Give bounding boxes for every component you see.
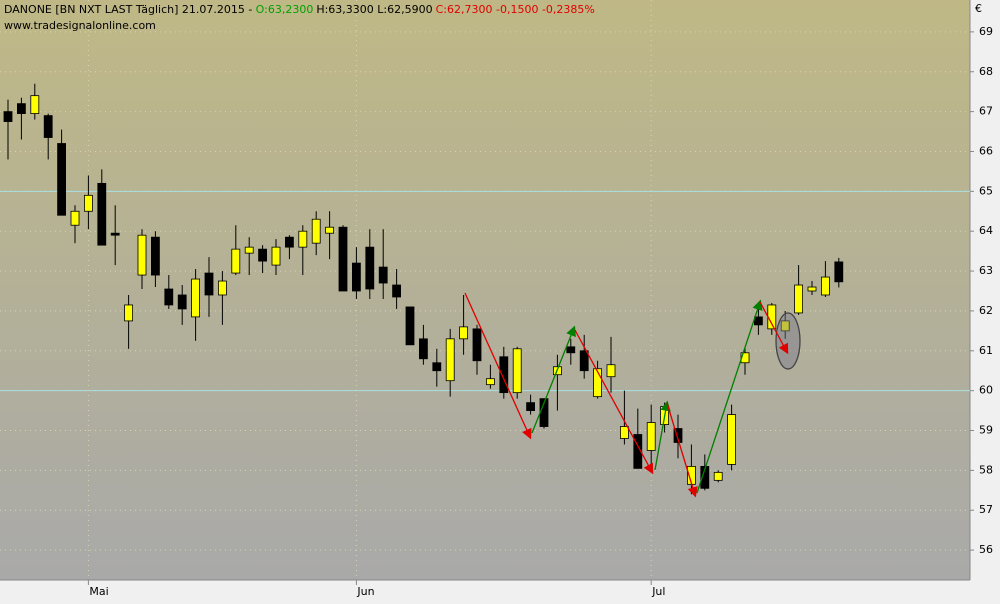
candle-body bbox=[43, 115, 53, 138]
candle-body bbox=[834, 261, 844, 283]
y-tick-label: 66 bbox=[979, 144, 993, 157]
y-tick-label: 65 bbox=[979, 184, 993, 197]
candle-body bbox=[84, 194, 93, 212]
candle-body bbox=[566, 346, 576, 354]
candle-body bbox=[445, 338, 455, 382]
candle-body bbox=[150, 236, 160, 276]
candle-body bbox=[754, 316, 763, 326]
y-tick-label: 56 bbox=[979, 543, 993, 556]
candle-body bbox=[807, 286, 817, 292]
candle-body bbox=[579, 350, 589, 372]
y-tick-label: 67 bbox=[979, 105, 993, 118]
candle-body bbox=[459, 326, 469, 340]
candle-body bbox=[606, 364, 616, 378]
candle-body bbox=[137, 234, 147, 276]
x-tick-label: Jul bbox=[651, 585, 665, 598]
candle-body bbox=[620, 426, 629, 439]
x-tick-label: Jun bbox=[356, 585, 374, 598]
candle-body bbox=[124, 304, 133, 322]
y-tick-label: 68 bbox=[979, 65, 993, 78]
candle-body bbox=[191, 278, 201, 318]
candle-body bbox=[646, 422, 656, 451]
candle-body bbox=[177, 294, 187, 310]
candle-body bbox=[3, 111, 13, 122]
y-tick-label: 60 bbox=[979, 384, 993, 397]
candle-body bbox=[298, 230, 308, 248]
header-part: C:62,7300 -0,1500 -0,2385% bbox=[436, 3, 595, 16]
source: www.tradesignalonline.com bbox=[4, 19, 156, 32]
candle-body bbox=[338, 226, 348, 292]
candle-body bbox=[512, 348, 522, 394]
candle-body bbox=[673, 428, 683, 443]
trend-arrow bbox=[759, 301, 789, 355]
y-tick-label: 63 bbox=[979, 264, 993, 277]
candle-body bbox=[110, 232, 120, 236]
candle-body bbox=[432, 362, 442, 372]
candle-body bbox=[217, 280, 227, 296]
trend-arrow bbox=[666, 402, 698, 498]
candle-body bbox=[325, 226, 335, 234]
candle-body bbox=[351, 262, 361, 292]
candle-body bbox=[271, 246, 281, 266]
y-tick-label: 69 bbox=[979, 25, 993, 38]
candle-body bbox=[485, 378, 495, 386]
candle-body bbox=[378, 266, 388, 284]
candle-body bbox=[97, 182, 107, 246]
candle-body bbox=[821, 276, 830, 296]
candle-body bbox=[204, 272, 214, 296]
candle-body bbox=[16, 103, 26, 115]
candle-body bbox=[418, 338, 428, 360]
candle-body bbox=[780, 320, 790, 332]
trend-arrow bbox=[654, 400, 671, 471]
candle-body bbox=[311, 218, 321, 244]
candle-body bbox=[392, 284, 402, 298]
candle-body bbox=[633, 434, 643, 469]
trend-arrow bbox=[696, 299, 763, 494]
candle-body bbox=[700, 465, 710, 489]
trend-arrow bbox=[574, 329, 654, 475]
candle-body bbox=[164, 288, 174, 306]
annotations bbox=[464, 292, 801, 498]
candle-body bbox=[472, 328, 482, 362]
candle-body bbox=[405, 306, 415, 346]
unit-label: € bbox=[975, 2, 982, 15]
candle-body bbox=[30, 95, 40, 115]
trend-arrow bbox=[531, 325, 576, 434]
highlight-ellipse bbox=[775, 312, 801, 370]
y-tick-label: 57 bbox=[979, 503, 993, 516]
candle-body bbox=[244, 246, 254, 254]
candle-body bbox=[767, 304, 777, 330]
candle-body bbox=[231, 248, 241, 274]
x-tick-label: Mai bbox=[89, 585, 108, 598]
candle-body bbox=[499, 356, 509, 394]
y-tick-label: 58 bbox=[979, 463, 993, 476]
trend-arrow bbox=[464, 292, 532, 440]
candle-body bbox=[258, 248, 268, 262]
candle-body bbox=[794, 284, 803, 314]
candle-body bbox=[284, 236, 294, 248]
candle-body bbox=[727, 414, 736, 465]
y-tick-label: 62 bbox=[979, 304, 993, 317]
candle-body bbox=[70, 210, 80, 226]
header-part: O:63,2300 bbox=[256, 3, 314, 16]
y-tick-label: 64 bbox=[979, 224, 993, 237]
y-tick-label: 61 bbox=[979, 344, 993, 357]
candle-body bbox=[57, 143, 66, 216]
header-part: H:63,3300 L:62,5900 bbox=[316, 3, 432, 16]
candle-body bbox=[365, 246, 375, 290]
candle-body bbox=[713, 471, 723, 481]
header-part: DANONE [BN NXT LAST Täglich] 21.07.2015 … bbox=[4, 3, 253, 16]
candle-body bbox=[526, 402, 535, 411]
y-tick-label: 59 bbox=[979, 424, 993, 437]
grid bbox=[0, 0, 970, 580]
chart-header: DANONE [BN NXT LAST Täglich] 21.07.2015 … bbox=[4, 3, 595, 16]
candle-body bbox=[593, 368, 602, 398]
